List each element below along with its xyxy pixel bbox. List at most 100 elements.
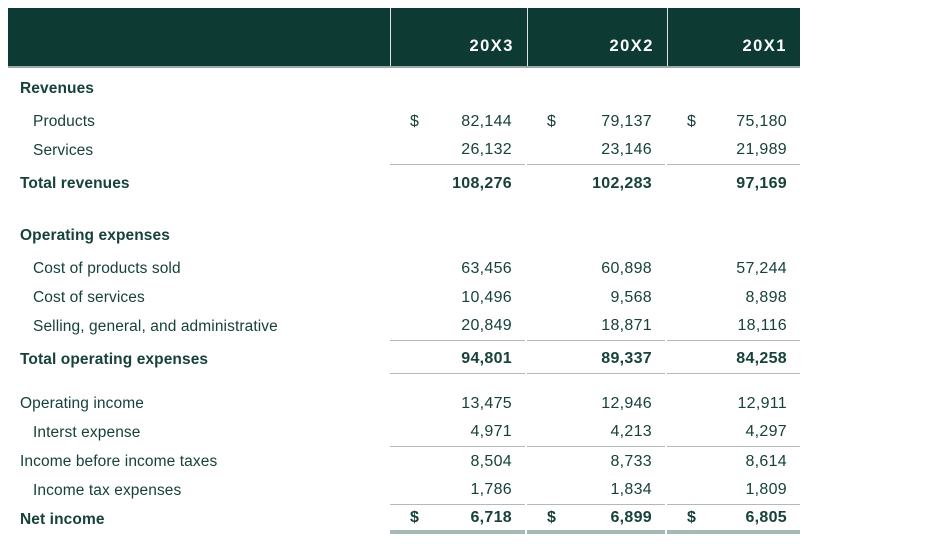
value-cell: 18,116 — [667, 312, 800, 341]
table-row: Total operating expenses 94,801 89,337 84,2… — [8, 345, 800, 374]
row-label: Operating expenses — [20, 226, 170, 244]
value: 21,989 — [736, 141, 787, 158]
value-cell: 20,849 — [390, 312, 525, 341]
table-header: 20X3 20X2 20X1 — [8, 8, 800, 68]
table-row: Products $82,144 $79,137 $75,180 — [8, 107, 800, 136]
column-header-20x2: 20X2 — [527, 8, 667, 66]
value: 108,276 — [452, 174, 512, 192]
table-row: Income tax expenses 1,786 1,834 1,809 — [8, 476, 800, 505]
row-label: Services — [33, 141, 94, 159]
table-row: Income before income taxes 8,504 8,733 8,61… — [8, 447, 800, 476]
value-cell: 10,496 — [390, 283, 525, 312]
value-cell — [527, 221, 665, 250]
value-cell: 1,786 — [390, 476, 525, 505]
table-row: Operating expenses — [8, 221, 800, 250]
value-cell: 4,297 — [667, 418, 800, 447]
table-section: Operating income 13,475 12,946 12,911 Inters… — [8, 389, 800, 534]
table-body: Revenues Products $82,144 $79,137 $75,180 Ser… — [8, 74, 800, 534]
value: 8,614 — [745, 452, 787, 470]
value-cell: 89,337 — [527, 345, 665, 374]
row-label: Total revenues — [20, 174, 130, 192]
currency-symbol: $ — [547, 112, 557, 130]
value: 20,849 — [461, 317, 512, 334]
value-cell: 108,276 — [390, 169, 525, 198]
value: 60,898 — [601, 259, 652, 277]
value: 13,475 — [461, 394, 512, 412]
value: 82,144 — [461, 112, 512, 130]
value-cell: 18,871 — [527, 312, 665, 341]
value-cell — [390, 74, 525, 103]
row-label: Cost of services — [33, 288, 145, 306]
value: 1,834 — [610, 481, 652, 498]
table-row: Cost of services 10,496 9,568 8,898 — [8, 283, 800, 312]
value: 10,496 — [461, 288, 512, 306]
value: 6,718 — [470, 508, 512, 526]
currency-symbol: $ — [547, 508, 557, 526]
value-cell: $6,805 — [667, 505, 800, 534]
value: 8,733 — [610, 452, 652, 470]
currency-symbol: $ — [687, 112, 697, 130]
row-label: Income tax expenses — [33, 481, 182, 499]
value: 4,297 — [745, 423, 787, 440]
value: 23,146 — [601, 141, 652, 158]
table-row: Interst expense 4,971 4,213 4,297 — [8, 418, 800, 447]
row-label: Operating income — [20, 394, 144, 412]
value: 94,801 — [461, 350, 512, 367]
row-label: Cost of products sold — [33, 259, 181, 277]
value-cell: 8,733 — [527, 447, 665, 476]
value-cell: $6,899 — [527, 505, 665, 534]
table-row: Revenues — [8, 74, 800, 103]
row-label: Income before income taxes — [20, 452, 218, 470]
value-cell: $75,180 — [667, 107, 800, 136]
row-label: Interst expense — [33, 423, 141, 441]
row-label: Revenues — [20, 79, 95, 97]
value-cell: 21,989 — [667, 136, 800, 165]
value: 89,337 — [601, 350, 652, 367]
value-cell: 12,911 — [667, 389, 800, 418]
value-cell: 84,258 — [667, 345, 800, 374]
value-cell: $6,718 — [390, 505, 525, 534]
currency-symbol: $ — [410, 508, 420, 526]
value: 97,169 — [736, 174, 787, 192]
value: 26,132 — [461, 141, 512, 158]
value: 8,504 — [470, 452, 512, 470]
value: 8,898 — [745, 288, 787, 306]
value: 18,116 — [737, 317, 787, 334]
table-row: Total revenues 108,276 102,283 97,169 — [8, 169, 800, 198]
value: 84,258 — [736, 350, 787, 367]
value-cell: 63,456 — [390, 254, 525, 283]
value-cell: 8,614 — [667, 447, 800, 476]
value: 57,244 — [736, 259, 787, 277]
value: 102,283 — [592, 174, 652, 192]
value: 4,213 — [610, 423, 652, 440]
value-cell: $82,144 — [390, 107, 525, 136]
value: 63,456 — [461, 259, 512, 277]
row-label: Net income — [20, 510, 105, 528]
value-cell: 12,946 — [527, 389, 665, 418]
value-cell: 1,834 — [527, 476, 665, 505]
row-label: Products — [33, 112, 95, 130]
value: 12,911 — [737, 394, 787, 412]
value: 1,786 — [470, 481, 512, 498]
value-cell: 26,132 — [390, 136, 525, 165]
value: 12,946 — [601, 394, 652, 412]
value: 4,971 — [470, 423, 512, 440]
table-row: Operating income 13,475 12,946 12,911 — [8, 389, 800, 418]
value-cell: 102,283 — [527, 169, 665, 198]
value-cell — [527, 74, 665, 103]
value-cell: 8,898 — [667, 283, 800, 312]
value-cell: 13,475 — [390, 389, 525, 418]
value-cell: 4,971 — [390, 418, 525, 447]
row-label: Total operating expenses — [20, 350, 209, 368]
table-row: Selling, general, and administrative 20,8… — [8, 312, 800, 341]
currency-symbol: $ — [687, 508, 697, 526]
income-statement-table: 20X3 20X2 20X1 Revenues Products $82,144 $7… — [8, 8, 800, 534]
value-cell — [390, 221, 525, 250]
value-cell: $79,137 — [527, 107, 665, 136]
value-cell: 1,809 — [667, 476, 800, 505]
value-cell: 94,801 — [390, 345, 525, 374]
table-section: Operating expenses Cost of products sold 6… — [8, 221, 800, 374]
column-header-20x3: 20X3 — [390, 8, 527, 66]
value: 79,137 — [601, 112, 652, 130]
